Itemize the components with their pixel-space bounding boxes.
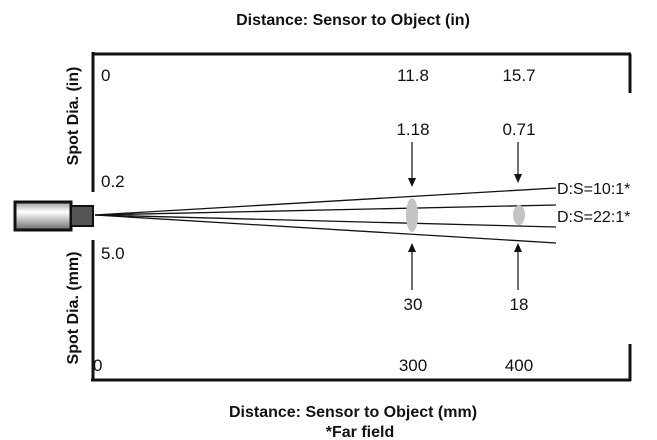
arrow-up-near (408, 243, 416, 290)
mm-distance-far: 400 (505, 356, 533, 375)
top-axis-title: Distance: Sensor to Object (in) (236, 12, 470, 29)
inch-spot-near: 1.18 (396, 120, 429, 139)
inch-spot-reference: 0.2 (101, 172, 125, 191)
beam-wide-lower (94, 214, 557, 244)
mm-spot-near: 30 (404, 295, 423, 314)
spot-far (513, 205, 525, 225)
inch-spot-far: 0.71 (502, 120, 535, 139)
mm-distance-near: 300 (399, 356, 427, 375)
inch-distance-near: 11.8 (397, 66, 429, 85)
beam-narrow-lower (94, 214, 557, 228)
inch-distance-far: 15.7 (502, 66, 535, 85)
mm-spot-far: 18 (510, 295, 529, 314)
beam-wide-upper (94, 187, 557, 216)
mm-spot-reference: 5.0 (101, 244, 125, 263)
y-axis-label-mm: Spot Dia. (mm) (65, 252, 82, 365)
ratio-wide-label: D:S=10:1* (557, 181, 630, 198)
bottom-axis-title: Distance: Sensor to Object (mm) (229, 404, 477, 421)
arrow-down-far (514, 142, 522, 183)
inch-axis-zero: 0 (101, 66, 110, 85)
arrow-down-near (408, 142, 416, 187)
sensor-icon (13, 200, 94, 232)
y-axis-label-inches: Spot Dia. (in) (65, 67, 82, 166)
beam-narrow-upper (94, 204, 557, 216)
footnote: *Far field (326, 424, 394, 440)
ratio-narrow-label: D:S=22:1* (557, 209, 630, 226)
arrow-up-far (514, 243, 522, 290)
spot-near (406, 198, 418, 232)
mm-axis-zero: 0 (93, 356, 102, 375)
